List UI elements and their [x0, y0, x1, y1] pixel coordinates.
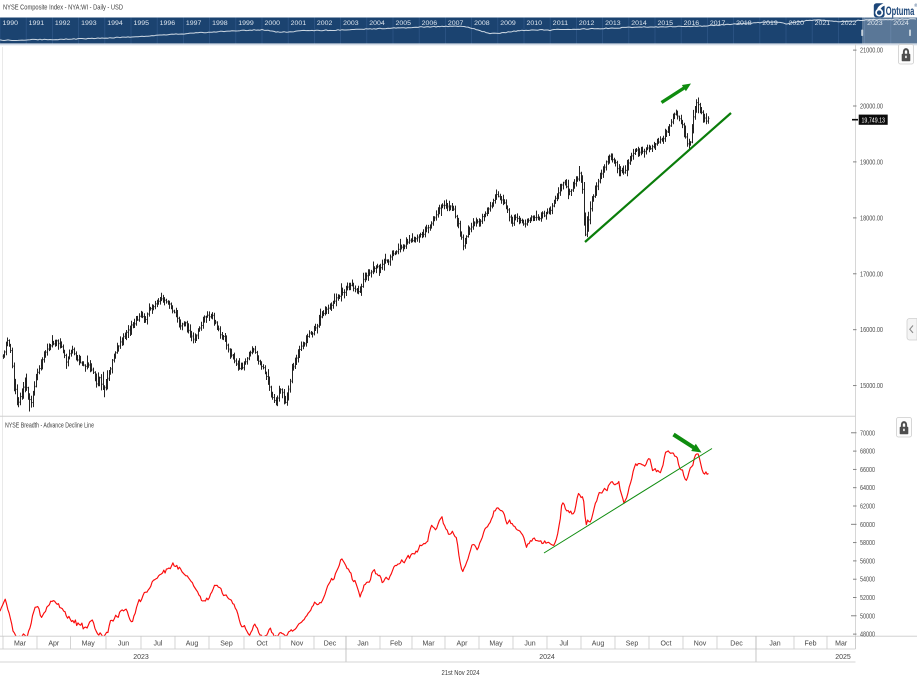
svg-text:60000: 60000	[860, 520, 875, 529]
svg-text:50000: 50000	[860, 611, 875, 620]
svg-text:2013: 2013	[605, 20, 621, 27]
svg-text:Apr: Apr	[457, 641, 469, 648]
svg-text:2015: 2015	[658, 20, 674, 27]
svg-text:NYSE Composite Index - NYA:WI: NYSE Composite Index - NYA:WI - Daily - …	[3, 3, 123, 12]
svg-text:2010: 2010	[527, 20, 543, 27]
svg-text:May: May	[489, 641, 503, 648]
svg-text:1997: 1997	[186, 20, 202, 27]
svg-text:1994: 1994	[107, 20, 123, 27]
svg-text:Mar: Mar	[14, 641, 27, 648]
svg-text:2012: 2012	[579, 20, 595, 27]
svg-text:Jun: Jun	[524, 641, 535, 648]
svg-text:2024: 2024	[893, 20, 909, 27]
svg-text:58000: 58000	[860, 538, 875, 547]
svg-text:2003: 2003	[343, 20, 359, 27]
svg-text:Jul: Jul	[154, 641, 163, 648]
svg-text:1993: 1993	[81, 20, 97, 27]
svg-text:Jan: Jan	[769, 641, 780, 648]
svg-text:Nov: Nov	[291, 641, 304, 648]
svg-text:2024: 2024	[539, 654, 555, 661]
svg-text:Feb: Feb	[804, 641, 816, 648]
svg-text:Feb: Feb	[390, 641, 402, 648]
svg-text:1996: 1996	[160, 20, 176, 27]
svg-text:2008: 2008	[474, 20, 490, 27]
svg-text:21000.00: 21000.00	[860, 46, 883, 55]
svg-text:Jan: Jan	[357, 641, 368, 648]
svg-text:2004: 2004	[369, 20, 385, 27]
svg-text:Optuma: Optuma	[886, 4, 915, 18]
svg-text:Jun: Jun	[118, 641, 129, 648]
svg-text:Aug: Aug	[592, 641, 605, 648]
svg-text:Mar: Mar	[422, 641, 435, 648]
svg-text:2002: 2002	[317, 20, 333, 27]
svg-text:18000.00: 18000.00	[860, 213, 883, 222]
svg-text:70000: 70000	[860, 428, 875, 437]
svg-text:Dec: Dec	[324, 641, 337, 648]
svg-text:1998: 1998	[212, 20, 228, 27]
svg-text:Sep: Sep	[626, 641, 639, 648]
svg-text:2020: 2020	[789, 20, 805, 27]
svg-text:Oct: Oct	[661, 641, 672, 648]
svg-text:1992: 1992	[55, 20, 71, 27]
svg-text:19000.00: 19000.00	[860, 157, 883, 166]
svg-text:Oct: Oct	[257, 641, 268, 648]
svg-text:15000.00: 15000.00	[860, 381, 883, 390]
svg-text:Sep: Sep	[220, 641, 233, 648]
svg-text:2023: 2023	[133, 654, 149, 661]
svg-text:16000.00: 16000.00	[860, 325, 883, 334]
svg-text:2022: 2022	[841, 20, 857, 27]
svg-text:2007: 2007	[448, 20, 464, 27]
svg-text:NYSE Breadth - Advance Decline: NYSE Breadth - Advance Decline Line	[5, 421, 94, 430]
svg-text:2017: 2017	[710, 20, 726, 27]
svg-text:2021: 2021	[815, 20, 831, 27]
svg-text:2009: 2009	[500, 20, 516, 27]
svg-text:Apr: Apr	[48, 641, 60, 648]
svg-text:2023: 2023	[867, 20, 883, 27]
svg-text:2025: 2025	[835, 654, 851, 661]
svg-text:66000: 66000	[860, 465, 875, 474]
svg-text:2019: 2019	[762, 20, 778, 27]
svg-text:Dec: Dec	[730, 641, 743, 648]
svg-text:20000.00: 20000.00	[860, 102, 883, 111]
svg-text:68000: 68000	[860, 447, 875, 456]
svg-text:2014: 2014	[631, 20, 647, 27]
svg-text:56000: 56000	[860, 556, 875, 565]
svg-text:2000: 2000	[265, 20, 281, 27]
svg-text:1991: 1991	[29, 20, 45, 27]
svg-text:54000: 54000	[860, 575, 875, 584]
svg-text:21st Nov 2024: 21st Nov 2024	[442, 670, 480, 677]
svg-text:Aug: Aug	[186, 641, 199, 648]
svg-text:2011: 2011	[553, 20, 569, 27]
svg-text:2001: 2001	[291, 20, 307, 27]
svg-text:®: ®	[914, 2, 917, 8]
svg-text:19,749.13: 19,749.13	[862, 118, 886, 125]
svg-text:Jul: Jul	[560, 641, 569, 648]
svg-text:1999: 1999	[238, 20, 254, 27]
svg-text:2006: 2006	[422, 20, 438, 27]
svg-text:May: May	[82, 641, 96, 648]
svg-text:1990: 1990	[3, 20, 19, 27]
svg-text:2005: 2005	[396, 20, 412, 27]
svg-text:52000: 52000	[860, 593, 875, 602]
svg-text:2016: 2016	[684, 20, 700, 27]
svg-text:Nov: Nov	[694, 641, 707, 648]
svg-text:48000: 48000	[860, 630, 875, 639]
svg-text:1995: 1995	[134, 20, 150, 27]
svg-text:17000.00: 17000.00	[860, 269, 883, 278]
svg-text:64000: 64000	[860, 483, 875, 492]
svg-text:Mar: Mar	[835, 641, 848, 648]
svg-text:62000: 62000	[860, 502, 875, 511]
